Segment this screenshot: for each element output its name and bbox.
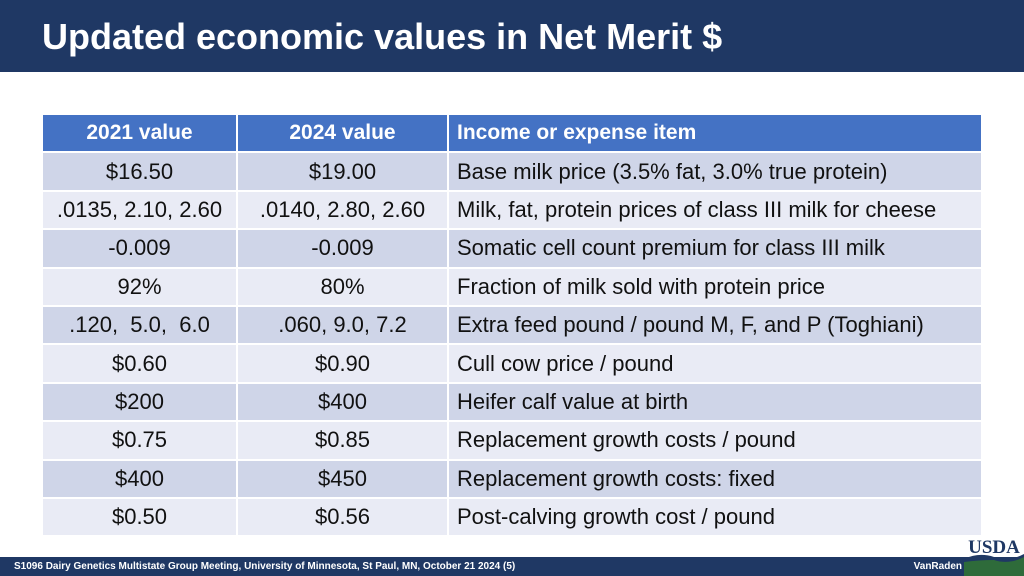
header-2024-value: 2024 value	[236, 112, 449, 154]
cell-2021-value: $0.75	[41, 420, 238, 461]
table-row: $0.50 $0.56 Post-calving growth cost / p…	[41, 496, 983, 538]
cell-2021-value: $0.60	[41, 343, 238, 384]
cell-2024-value: .0140, 2.80, 2.60	[236, 189, 449, 231]
cell-2021-value: -0.009	[41, 228, 238, 269]
table-row: $200 $400 Heifer calf value at birth	[41, 381, 983, 423]
cell-item: Replacement growth costs: fixed	[447, 458, 983, 499]
cell-2021-value: .0135, 2.10, 2.60	[41, 189, 238, 231]
cell-2021-value: $400	[41, 458, 238, 499]
cell-2024-value: $0.90	[236, 343, 449, 384]
footer-meeting-text: S1096 Dairy Genetics Multistate Group Me…	[14, 561, 516, 572]
table-row: .0135, 2.10, 2.60 .0140, 2.80, 2.60 Milk…	[41, 189, 983, 231]
cell-2024-value: 80%	[236, 266, 449, 307]
table-row: $0.60 $0.90 Cull cow price / pound	[41, 343, 983, 384]
cell-item: Replacement growth costs / pound	[447, 420, 983, 461]
cell-2024-value: $400	[236, 381, 449, 423]
title-bar: Updated economic values in Net Merit $	[0, 0, 1024, 72]
cell-item: Heifer calf value at birth	[447, 381, 983, 423]
cell-item: Somatic cell count premium for class III…	[447, 228, 983, 269]
table-row: $0.75 $0.85 Replacement growth costs / p…	[41, 420, 983, 461]
cell-2021-value: $16.50	[41, 151, 238, 192]
cell-2024-value: $450	[236, 458, 449, 499]
cell-2024-value: $19.00	[236, 151, 449, 192]
table-row: $400 $450 Replacement growth costs: fixe…	[41, 458, 983, 499]
cell-2021-value: .120, 5.0, 6.0	[41, 304, 238, 346]
cell-2024-value: .060, 9.0, 7.2	[236, 304, 449, 346]
slide-title: Updated economic values in Net Merit $	[42, 16, 723, 57]
table-header-row: 2021 value 2024 value Income or expense …	[41, 112, 983, 154]
usda-logo: USDA	[964, 536, 1024, 576]
cell-item: Base milk price (3.5% fat, 3.0% true pro…	[447, 151, 983, 192]
cell-2024-value: -0.009	[236, 228, 449, 269]
table-row: -0.009 -0.009 Somatic cell count premium…	[41, 228, 983, 269]
economic-values-table: 2021 value 2024 value Income or expense …	[41, 112, 983, 538]
cell-item: Post-calving growth cost / pound	[447, 496, 983, 538]
cell-2021-value: $200	[41, 381, 238, 423]
footer-author: VanRaden	[913, 561, 962, 572]
table-row: .120, 5.0, 6.0 .060, 9.0, 7.2 Extra feed…	[41, 304, 983, 346]
cell-2021-value: $0.50	[41, 496, 238, 538]
svg-text:USDA: USDA	[968, 537, 1020, 558]
header-item: Income or expense item	[447, 112, 983, 154]
cell-2021-value: 92%	[41, 266, 238, 307]
table-row: $16.50 $19.00 Base milk price (3.5% fat,…	[41, 151, 983, 192]
header-2021-value: 2021 value	[41, 112, 238, 154]
cell-item: Extra feed pound / pound M, F, and P (To…	[447, 304, 983, 346]
cell-item: Cull cow price / pound	[447, 343, 983, 384]
footer-bar: S1096 Dairy Genetics Multistate Group Me…	[0, 557, 1024, 576]
cell-item: Milk, fat, protein prices of class III m…	[447, 189, 983, 231]
cell-2024-value: $0.85	[236, 420, 449, 461]
cell-2024-value: $0.56	[236, 496, 449, 538]
table-row: 92% 80% Fraction of milk sold with prote…	[41, 266, 983, 307]
cell-item: Fraction of milk sold with protein price	[447, 266, 983, 307]
